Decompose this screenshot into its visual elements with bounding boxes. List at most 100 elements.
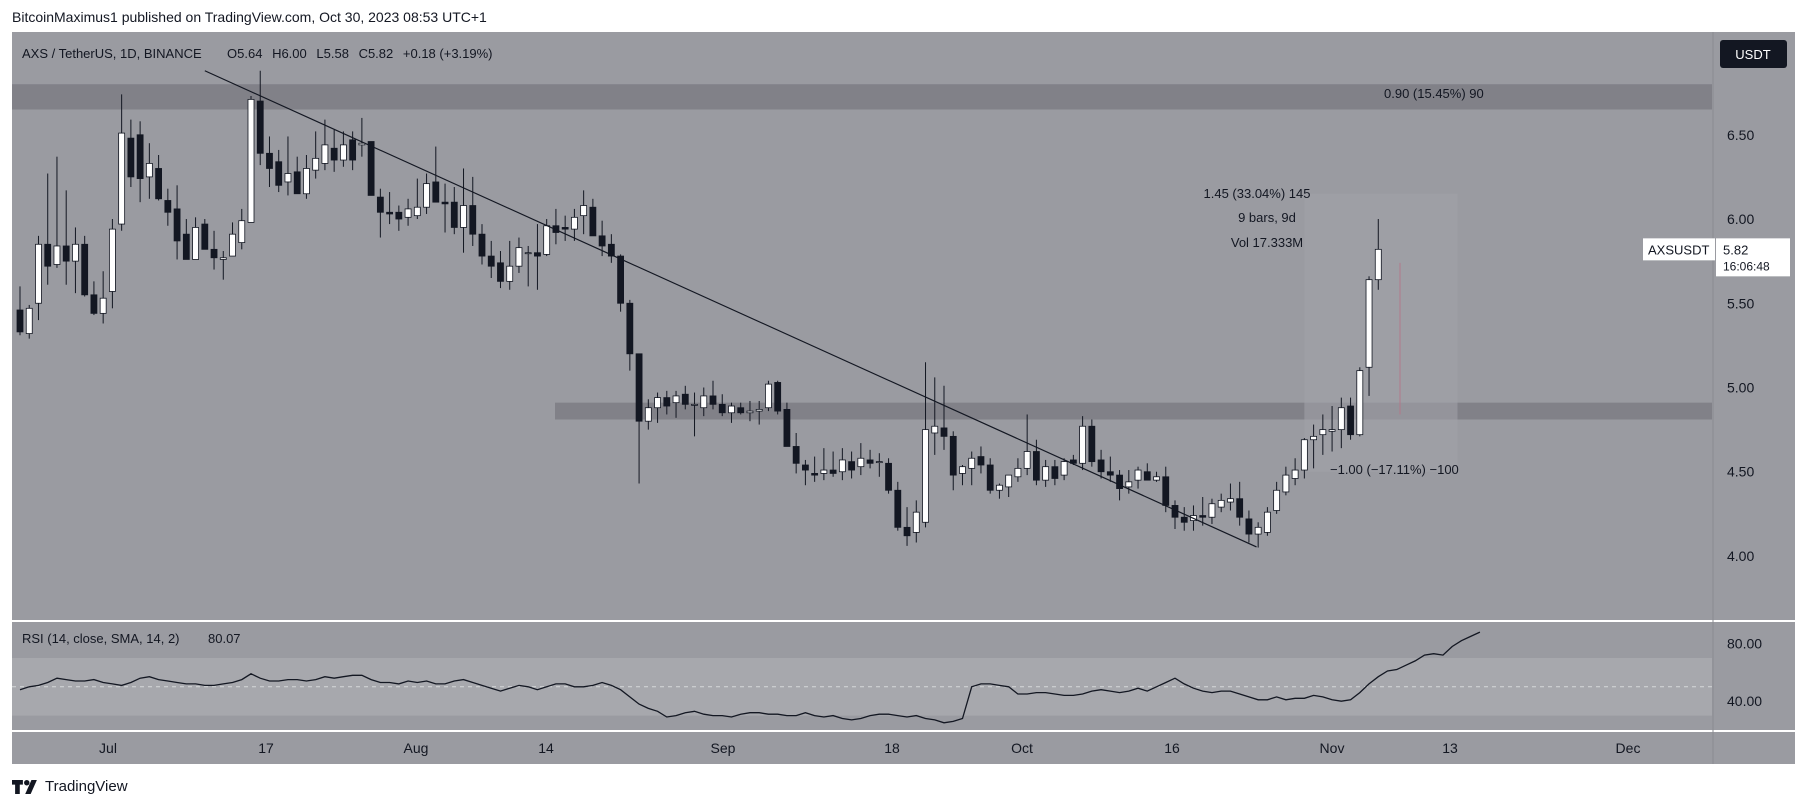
candle-body	[561, 227, 569, 230]
candle	[1328, 406, 1336, 452]
candle-body	[173, 208, 181, 242]
candle-body	[811, 473, 819, 476]
price-tick: 4.50	[1727, 464, 1754, 480]
price-tick: 5.00	[1727, 379, 1754, 395]
candle	[127, 119, 135, 188]
candle	[284, 136, 292, 196]
time-tick: 18	[884, 740, 900, 756]
candle-body	[829, 469, 837, 474]
ohlc-low: 5.58	[324, 46, 349, 61]
candle	[912, 500, 920, 543]
candle-body	[959, 466, 966, 474]
candle	[774, 380, 782, 415]
candle-body	[792, 446, 800, 464]
candle	[691, 392, 698, 437]
candle-body	[848, 461, 855, 471]
candle-body	[358, 142, 366, 146]
candle-body	[339, 144, 347, 161]
candle	[922, 362, 929, 528]
ohlc-low-key: L	[316, 46, 323, 61]
candle-body	[136, 134, 144, 179]
candle-body	[894, 489, 902, 528]
candle-body	[1273, 489, 1281, 511]
candle-body	[681, 393, 689, 405]
candle-body	[857, 457, 865, 468]
candle	[866, 449, 874, 469]
candle	[728, 402, 735, 423]
candle-body	[25, 307, 33, 334]
tradingview-brand[interactable]: TradingView	[12, 778, 128, 795]
candle-body	[312, 157, 320, 171]
candle-body	[1153, 476, 1160, 481]
rsi-scale	[1712, 622, 1795, 730]
candle	[617, 254, 624, 312]
candle	[894, 481, 902, 531]
candle	[1273, 481, 1281, 514]
price-scale	[1712, 32, 1795, 620]
candle-body	[774, 382, 782, 412]
candle	[164, 188, 172, 226]
candle	[524, 245, 532, 287]
candle-body	[81, 243, 89, 296]
candle	[35, 235, 42, 321]
candle	[589, 198, 597, 237]
candle	[561, 215, 569, 241]
candle	[72, 227, 79, 294]
candle	[783, 402, 791, 447]
candle-body	[506, 265, 514, 282]
price-tick: 4.00	[1727, 548, 1754, 564]
rsi-value: 80.07	[208, 631, 241, 646]
candle-body	[53, 245, 61, 265]
candle	[1347, 397, 1354, 440]
candle	[765, 380, 772, 412]
candle-body	[450, 201, 458, 228]
candle-body	[644, 407, 652, 422]
candle-body	[1134, 469, 1142, 481]
ohlc-close-key: C	[359, 46, 368, 61]
price-tag-symbol: AXSUSDT	[1648, 242, 1709, 257]
candle	[1051, 459, 1059, 486]
candle-body	[949, 435, 957, 476]
candle	[838, 448, 846, 481]
ohlc-open: 5.64	[237, 46, 262, 61]
candle	[497, 251, 504, 289]
candle	[977, 446, 985, 474]
candle	[118, 94, 126, 231]
currency-button[interactable]: USDT	[1720, 40, 1787, 68]
candle	[16, 286, 24, 336]
candle-body	[1227, 498, 1234, 503]
candle-body	[598, 235, 606, 247]
candle-body	[737, 407, 745, 414]
candle	[857, 443, 865, 476]
candle-body	[1291, 469, 1299, 479]
candle	[1300, 438, 1308, 479]
candle-body	[1264, 511, 1271, 533]
ohlc-high-key: H	[272, 46, 281, 61]
candle	[109, 219, 116, 309]
tradingview-logo-icon	[12, 779, 37, 794]
candle	[931, 377, 939, 455]
candle-body	[654, 397, 661, 409]
candle	[626, 299, 634, 371]
candle-body	[912, 511, 920, 533]
candle-body	[275, 161, 283, 186]
candle	[1356, 367, 1364, 437]
candle-body	[820, 469, 828, 474]
candle	[201, 219, 209, 250]
candle-body	[709, 395, 717, 405]
candle	[681, 385, 689, 410]
candle-body	[635, 353, 643, 422]
price-tick: 5.50	[1727, 295, 1754, 311]
candle	[737, 402, 745, 415]
candle	[145, 143, 153, 199]
candle-body	[1162, 476, 1170, 506]
candle-body	[460, 205, 467, 228]
candle-body	[229, 233, 236, 257]
candle-body	[90, 294, 98, 314]
candle	[1245, 510, 1253, 543]
range-volume-label: Vol 17.333M	[1231, 235, 1303, 250]
candle-body	[940, 427, 948, 437]
candle-body	[118, 132, 126, 225]
candle	[173, 185, 181, 260]
